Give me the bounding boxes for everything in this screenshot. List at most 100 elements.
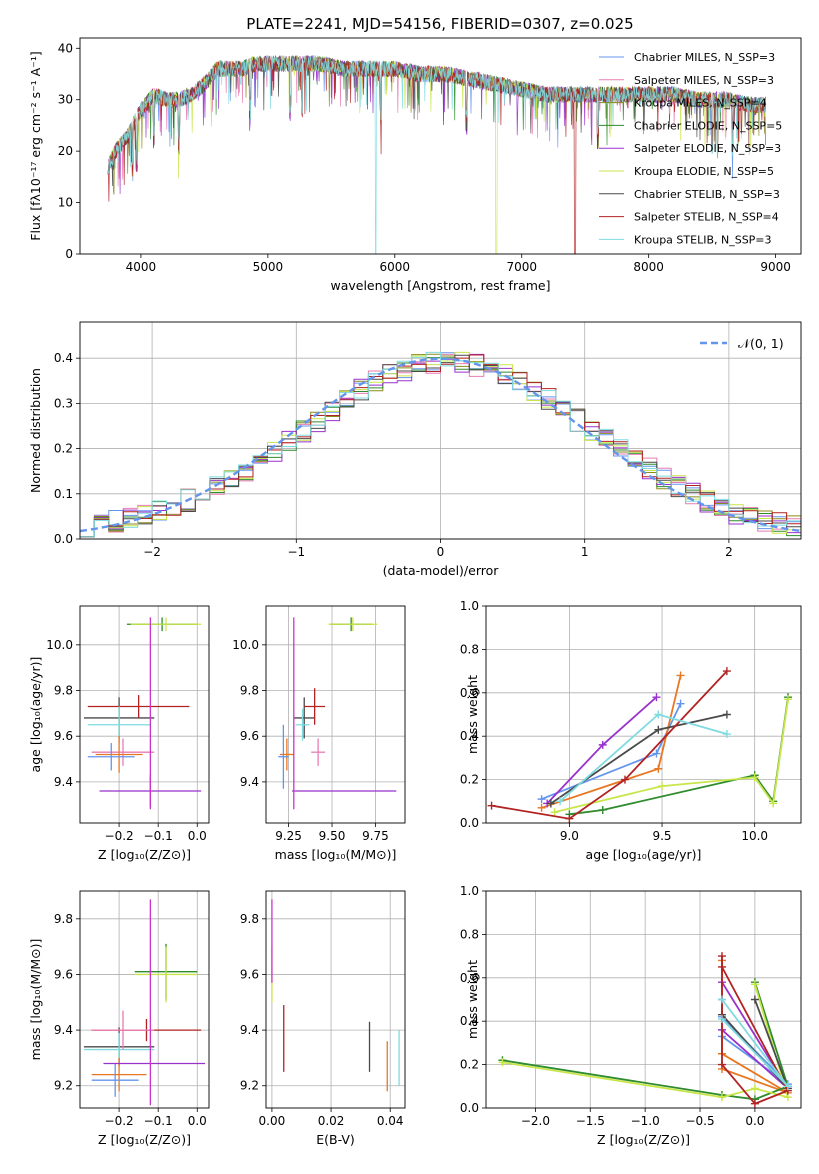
legend-entry: Chabrier MILES, N_SSP=3	[634, 51, 775, 64]
x-axis-label: Z [log₁₀(Z/Z⊙)]	[98, 1132, 191, 1147]
weight-marker	[654, 710, 663, 719]
y-tick-label: 0.8	[460, 642, 479, 656]
y-tick-label: 0.0	[460, 1101, 479, 1115]
y-tick-label: 9.8	[240, 912, 259, 926]
plot-area	[107, 54, 766, 255]
weight-marker	[652, 749, 661, 758]
y-tick-label: 9.6	[240, 967, 259, 981]
x-axis-label: (data-model)/error	[383, 563, 500, 578]
weight-marker	[717, 1015, 726, 1024]
y-tick-label: 10.0	[46, 638, 73, 652]
y-tick-label: 9.8	[240, 684, 259, 698]
y-tick-label: 9.2	[240, 1079, 259, 1093]
y-tick-label: 0	[65, 247, 73, 261]
weight-marker	[750, 1084, 759, 1093]
y-tick-label: 9.4	[240, 1023, 259, 1037]
y-tick-label: 0.2	[460, 1058, 479, 1072]
plot-area	[83, 899, 206, 1106]
y-tick-label: 0.4	[460, 1014, 479, 1028]
x-axis-label: Z [log₁₀(Z/Z⊙)]	[597, 1132, 690, 1147]
spectrum-panel: 4000 5000 6000 7000 8000 9000 0 10 20 30 40 wavelen…	[28, 37, 802, 293]
y-tick-label: 10.0	[232, 638, 259, 652]
x-tick-label: 1	[581, 545, 589, 559]
mass-vs-metallicity-panel: −0.2 −0.1 0.0 9.2 9.4 9.6 9.8 Z [log₁₀(Z/Z⊙)] ma…	[28, 890, 210, 1147]
legend-entry: Kroupa STELIB, N_SSP=3	[634, 233, 772, 246]
y-tick-label: 9.4	[54, 1023, 73, 1037]
weight-line	[491, 670, 728, 820]
y-tick-label: 1.0	[460, 599, 479, 613]
plot-area	[83, 617, 202, 810]
x-tick-label: −0.2	[105, 1114, 134, 1128]
axes-frame	[79, 605, 210, 824]
weight-vs-age-panel: 9.0 9.5 10.0 0.0 0.2 0.4 0.6 0.8 1.0 age [log₁₀(a…	[460, 599, 802, 862]
ticks: 9.25 9.50 9.75 9.4 9.6 9.8 10.0	[232, 638, 389, 843]
y-tick-label: 9.8	[54, 912, 73, 926]
x-tick-label: 7000	[506, 260, 537, 274]
weight-marker	[556, 797, 565, 806]
x-tick-label: −0.1	[144, 1114, 173, 1128]
x-tick-label: 0.0	[188, 1114, 207, 1128]
gridlines	[80, 891, 209, 1108]
weight-marker	[769, 799, 778, 808]
weight-marker	[784, 695, 793, 704]
x-tick-label: 2	[725, 545, 733, 559]
y-tick-label: 0.6	[460, 971, 479, 985]
y-axis-label: Normed distribution	[28, 368, 43, 493]
y-tick-label: 9.8	[54, 684, 73, 698]
y-axis-label: mass weight	[465, 960, 480, 1039]
x-tick-label: 6000	[380, 260, 411, 274]
age-vs-metallicity-panel: −0.2 −0.1 0.0 9.4 9.6 9.8 10.0 Z [log₁₀(Z/Z⊙)] a…	[28, 605, 210, 862]
gridlines	[266, 606, 405, 823]
weight-marker	[717, 1093, 726, 1102]
x-axis-label: E(B-V)	[316, 1132, 355, 1147]
y-axis-label: age [log₁₀(age/yr)]	[28, 657, 43, 773]
y-axis-label: mass weight	[465, 675, 480, 754]
x-tick-label: 4000	[126, 260, 157, 274]
x-tick-label: 0.0	[745, 1114, 764, 1128]
y-tick-label: 1.0	[460, 884, 479, 898]
legend-entry: Chabrier ELODIE, N_SSP=5	[634, 119, 782, 132]
ticks: 0.00 0.02 0.04 9.2 9.4 9.6 9.8	[240, 912, 404, 1128]
legend-entry: Kroupa ELODIE, N_SSP=5	[634, 165, 774, 178]
weight-marker	[717, 962, 726, 971]
x-tick-label: 10.0	[741, 829, 768, 843]
y-tick-label: 9.4	[240, 775, 259, 789]
weight-marker	[658, 782, 667, 791]
y-tick-label: 30	[58, 93, 73, 107]
ticks: 9.0 9.5 10.0 0.0 0.2 0.4 0.6 0.8 1.0	[460, 599, 768, 843]
ticks: 4000 5000 6000 7000 8000 9000 0 10 20 30 40	[58, 41, 791, 274]
y-tick-label: 9.6	[240, 729, 259, 743]
x-tick-label: 9.25	[275, 829, 302, 843]
normal-curve	[79, 357, 802, 533]
weight-marker	[717, 952, 726, 961]
y-tick-label: 0.6	[460, 686, 479, 700]
axes-frame	[265, 890, 406, 1109]
x-tick-label: 0.04	[377, 1114, 404, 1128]
weight-marker	[783, 1082, 792, 1091]
legend: Chabrier MILES, N_SSP=3 Salpeter MILES, N…	[599, 51, 782, 246]
weight-marker	[620, 775, 629, 784]
legend-entry: Chabrier STELIB, N_SSP=3	[634, 188, 780, 201]
y-tick-label: 0.0	[460, 816, 479, 830]
age-vs-mass-panel: 9.25 9.50 9.75 9.4 9.6 9.8 10.0 mass [log₁₀(M/M…	[232, 605, 406, 862]
weight-marker	[717, 995, 726, 1004]
y-tick-label: 20	[58, 144, 73, 158]
weight-marker	[654, 764, 663, 773]
weight-marker	[722, 667, 731, 676]
weight-marker	[722, 710, 731, 719]
axes-frame	[265, 605, 406, 824]
y-tick-label: 9.6	[54, 967, 73, 981]
weight-marker	[676, 699, 685, 708]
x-tick-label: −1.5	[576, 1114, 605, 1128]
y-tick-label: 0.3	[54, 396, 73, 410]
weight-marker	[750, 995, 759, 1004]
y-tick-label: 0.2	[54, 442, 73, 456]
x-axis-label: age [log₁₀(age/yr)]	[586, 847, 702, 862]
x-tick-label: 9.5	[652, 829, 671, 843]
x-tick-label: 0.00	[259, 1114, 286, 1128]
y-tick-label: 0.2	[460, 773, 479, 787]
axes-frame	[79, 37, 802, 255]
x-tick-label: −1.0	[631, 1114, 660, 1128]
ticks: −2 −1 0 1 2 0.0 0.1 0.2 0.3 0.4	[54, 351, 733, 559]
